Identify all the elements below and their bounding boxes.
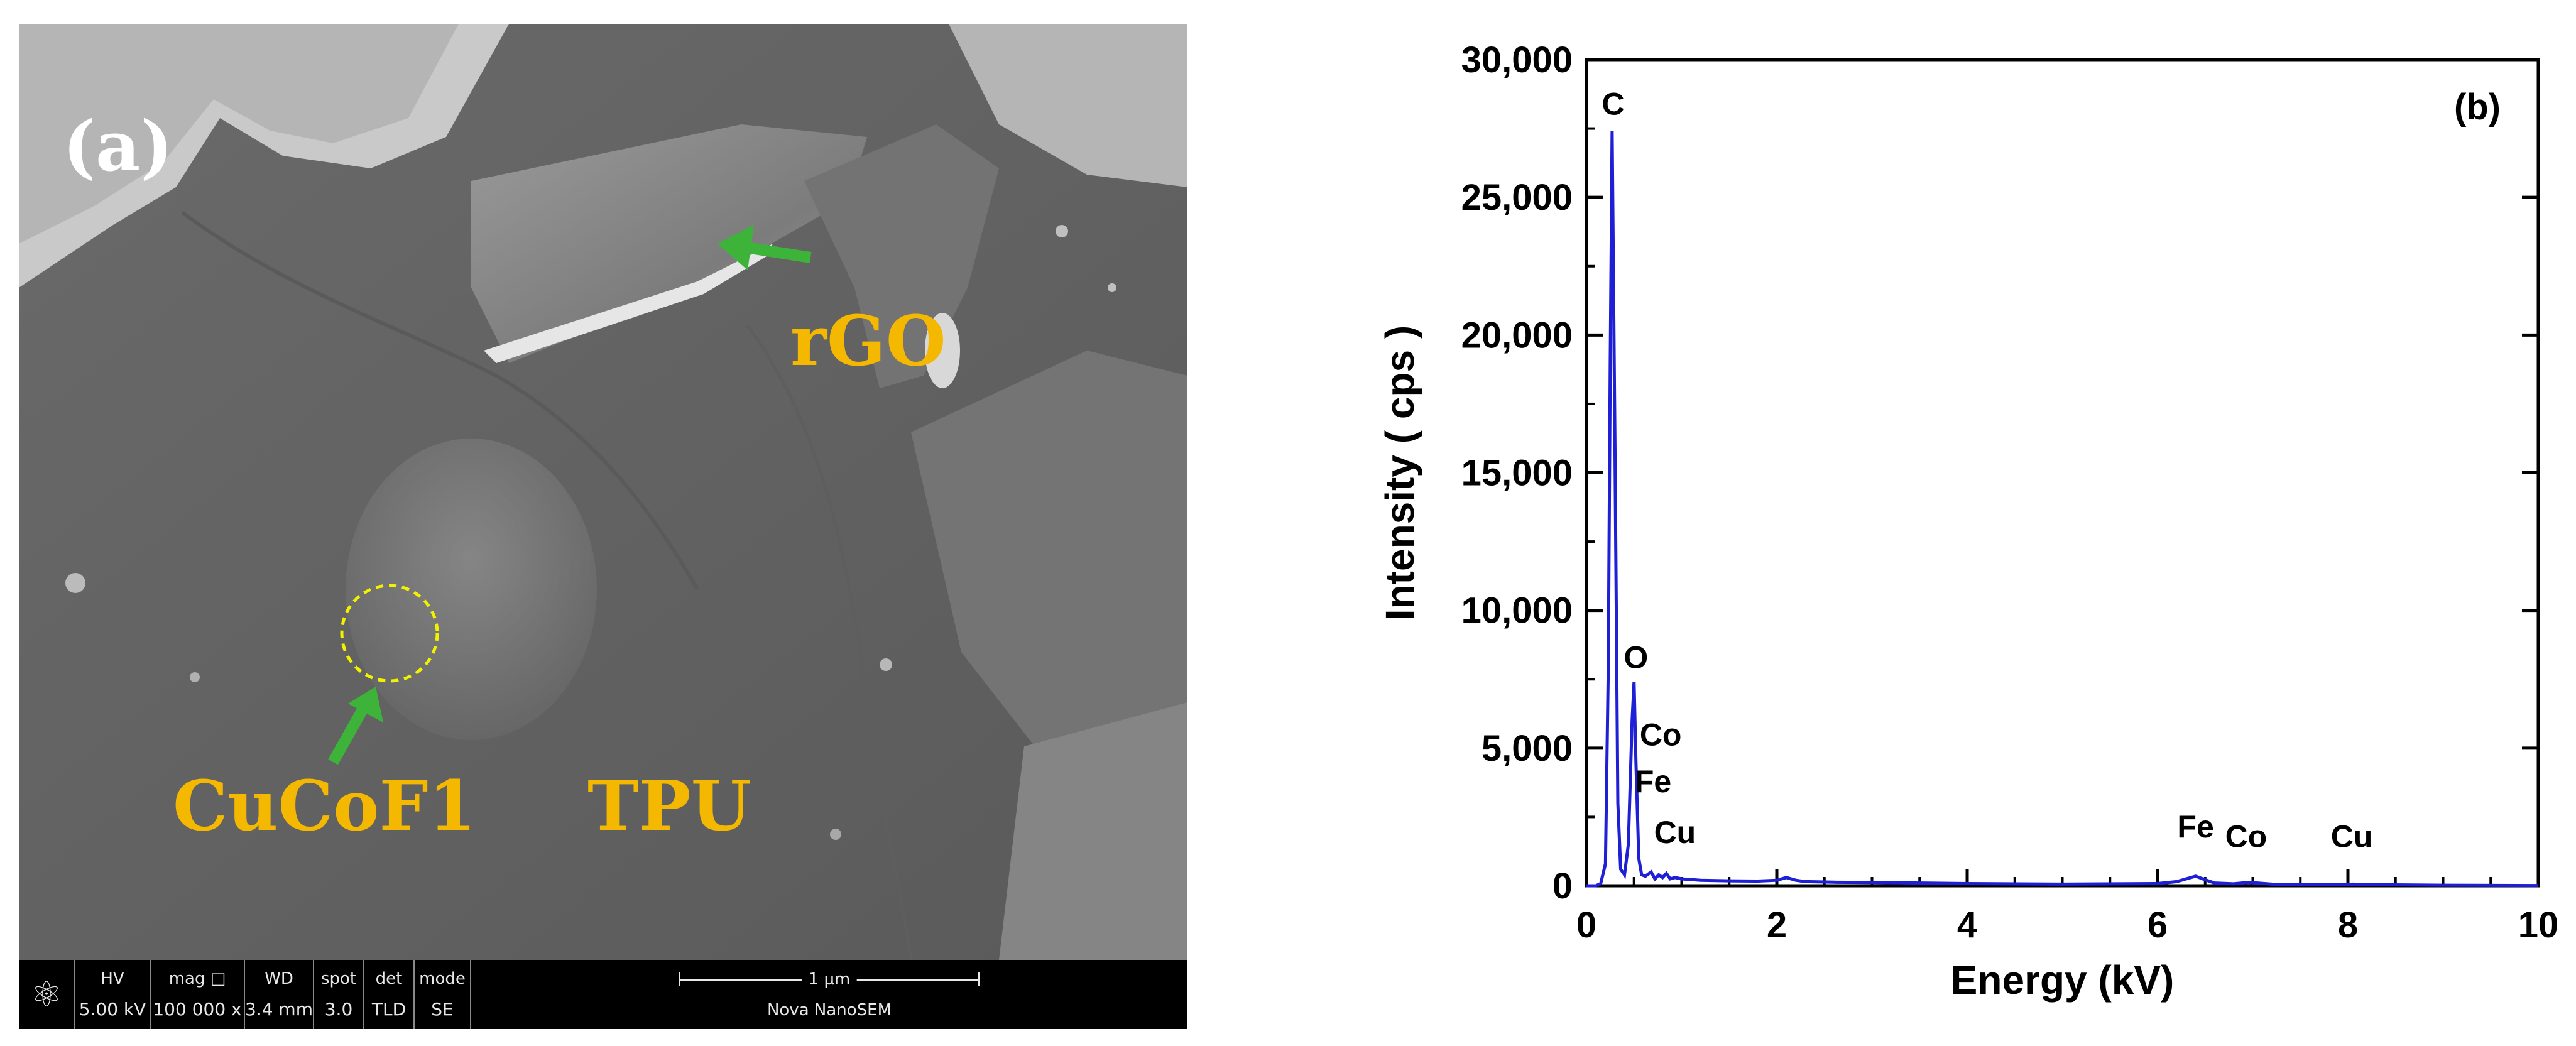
- info-value: 100 000 x: [153, 999, 242, 1020]
- arrow-to-rgo: [718, 225, 812, 270]
- label-cucof1: CuCoF1: [173, 765, 477, 846]
- sem-image: [19, 24, 1187, 960]
- info-value: 5.00 kV: [79, 999, 146, 1020]
- info-cell-wd: WD 3.4 mm: [245, 960, 314, 1029]
- x-tick-label: 2: [1767, 905, 1787, 945]
- scale-bar-label: 1 µm: [802, 969, 857, 989]
- info-key: HV: [101, 969, 124, 988]
- peak-label: Fe: [1635, 764, 1671, 799]
- atom-icon: ⚛: [19, 960, 75, 1029]
- info-cell-mode: mode SE: [415, 960, 471, 1029]
- peak-label: Co: [1640, 717, 1682, 752]
- y-tick-label: 10,000: [1461, 591, 1573, 631]
- x-tick-label: 8: [2338, 905, 2358, 945]
- eds-spectrum-chart: 0 5,000 10,000 15,000 20,000 25,000 30,000 0 2 4…: [1307, 0, 2576, 1046]
- info-cell-hv: HV 5.00 kV: [75, 960, 151, 1029]
- info-key: det: [375, 969, 403, 988]
- info-cell-det: det TLD: [364, 960, 415, 1029]
- peak-label: Co: [2225, 819, 2268, 854]
- sem-info-bar: ⚛ HV 5.00 kV mag □ 100 000 x WD 3.4 mm s…: [19, 960, 1187, 1029]
- arrow-to-cucof: [328, 687, 383, 765]
- scale-bar: 1 µm: [679, 969, 980, 989]
- y-tick-label: 15,000: [1461, 453, 1573, 494]
- info-key: spot: [320, 969, 357, 988]
- peak-label: Cu: [1654, 815, 1696, 850]
- x-tick-label: 0: [1576, 905, 1596, 945]
- chart-svg: 0 5,000 10,000 15,000 20,000 25,000 30,000 0 2 4…: [1377, 40, 2559, 1003]
- x-tick-label: 6: [2148, 905, 2168, 945]
- rgo-flake: [471, 124, 867, 363]
- y-tick-label: 25,000: [1461, 177, 1573, 218]
- scale-bar-cell: 1 µm Nova NanoSEM: [471, 960, 1187, 1029]
- instrument-name: Nova NanoSEM: [767, 1000, 892, 1020]
- x-tick-label: 4: [1957, 905, 1977, 945]
- plot-frame: [1585, 58, 2540, 888]
- y-tick-label: 5,000: [1482, 728, 1573, 769]
- y-axis-label: Intensity ( cps ): [1377, 325, 1422, 620]
- label-rgo: rGO: [790, 300, 946, 381]
- sem-micrograph-panel: (a) rGO CuCoF1 TPU ⚛ HV 5.00 kV mag □ 10…: [19, 24, 1187, 1029]
- info-key: mode: [419, 969, 466, 988]
- info-key: mag: [168, 969, 205, 988]
- peak-label: C: [1602, 87, 1624, 122]
- x-axis-label: Energy (kV): [1951, 957, 2175, 1003]
- peak-label: O: [1624, 640, 1648, 675]
- panel-tag-b: (b): [2454, 87, 2501, 128]
- y-axis: 0 5,000 10,000 15,000 20,000 25,000 30,000: [1461, 40, 2538, 907]
- y-tick-label: 20,000: [1461, 315, 1573, 356]
- panel-tag-a: (a): [63, 106, 173, 187]
- info-value: SE: [431, 999, 454, 1020]
- peak-label: Fe: [2177, 809, 2213, 844]
- y-tick-label: 0: [1553, 866, 1573, 907]
- info-cell-mag: mag □ 100 000 x: [151, 960, 245, 1029]
- x-tick-label: 10: [2518, 905, 2559, 945]
- y-tick-label: 30,000: [1461, 40, 1573, 80]
- peak-annotations: C O Co Fe Cu Fe Co Cu: [1602, 87, 2372, 854]
- label-tpu: TPU: [587, 765, 751, 846]
- peak-label: Cu: [2331, 819, 2373, 854]
- info-cell-spot: spot 3.0: [314, 960, 364, 1029]
- spectrum-line: [1586, 131, 2539, 888]
- info-value: 3.4 mm: [245, 999, 313, 1020]
- square-icon: □: [210, 969, 226, 988]
- info-value: TLD: [371, 999, 407, 1020]
- particle-highlight-circle: [340, 584, 439, 683]
- info-key: WD: [265, 969, 293, 988]
- info-value: 3.0: [324, 999, 353, 1020]
